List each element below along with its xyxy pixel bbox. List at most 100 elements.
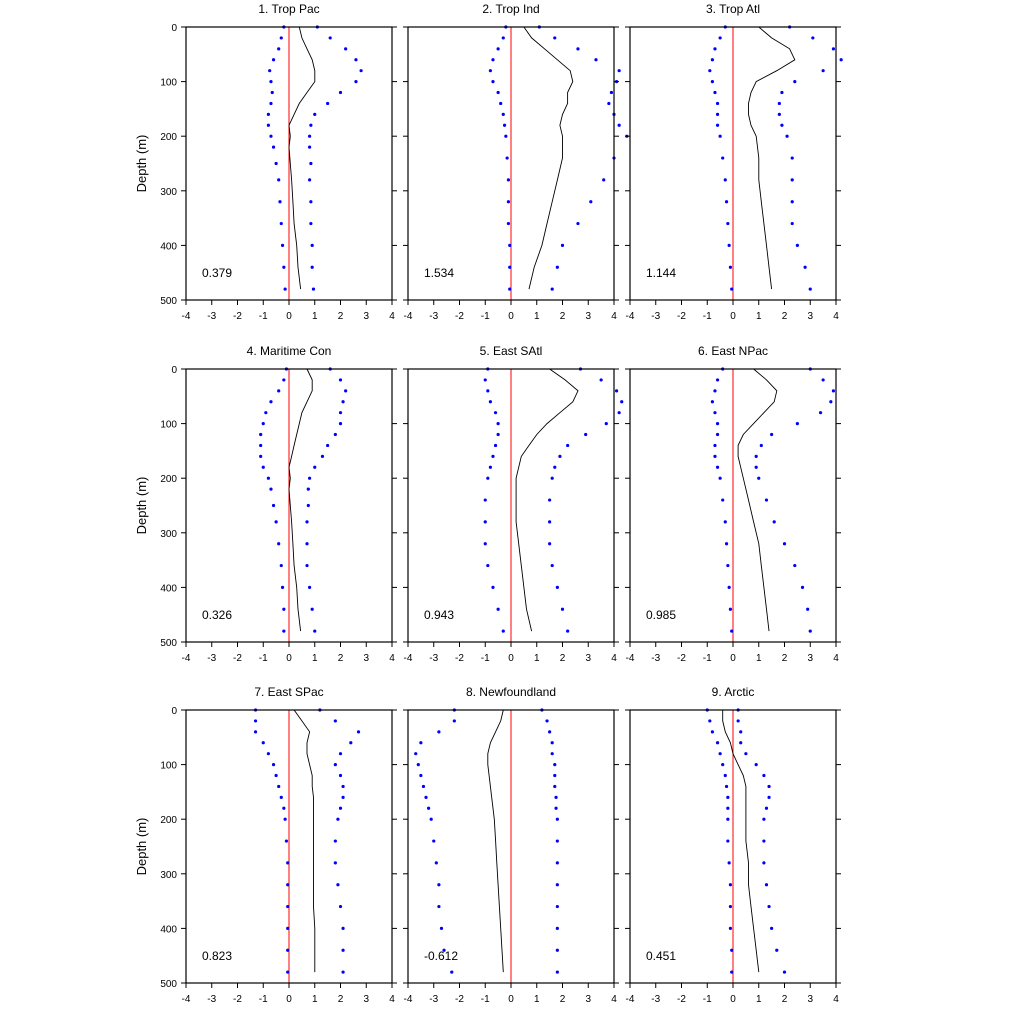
upper-bound-point [553,465,557,469]
x-tick-label: 3 [807,994,813,1005]
upper-bound-point [344,47,348,51]
x-tick-label: -3 [207,994,216,1005]
upper-bound-point [333,861,337,865]
x-tick-label: -1 [259,994,268,1005]
x-tick-label: -2 [455,653,464,664]
y-tick-label: 200 [160,132,177,143]
x-tick-label: -3 [207,653,216,664]
lower-bound-point [715,101,720,106]
upper-bound-point [338,378,343,382]
upper-bound-point [775,948,779,952]
x-tick-label: 4 [611,653,617,664]
upper-bound-point [777,101,781,106]
lower-bound-point [259,454,263,458]
lower-bound-point [506,200,511,204]
panel-2: 2. Trop Ind -4 -3 -2 -1 0 1 2 3 4 1.534 [403,2,629,322]
upper-bound-point [772,520,776,524]
x-tick-label: 2 [782,311,788,322]
upper-bound-point [782,970,787,974]
upper-bound-point [739,741,743,745]
lower-bound-point [483,498,487,502]
upper-bound-point [310,607,314,611]
lower-bound-point [280,585,285,590]
x-tick-label: 1 [312,994,318,1005]
x-tick-label: -3 [651,653,660,664]
lower-bound-point [283,287,287,291]
upper-bound-point [336,817,340,821]
lower-bound-point [715,123,720,127]
x-tick-label: -2 [455,311,464,322]
lower-bound-point [496,90,500,95]
upper-bound-point [800,585,805,590]
lower-bound-point [483,378,487,382]
upper-bound-point [555,926,559,931]
upper-bound-point [548,730,552,734]
lower-bound-point [715,465,720,469]
lower-bound-point [419,773,423,778]
lower-bound-point [726,817,730,821]
lower-bound-point [268,69,272,73]
lower-bound-point [493,443,498,448]
lower-bound-point [713,47,717,51]
x-tick-label: -1 [259,653,268,664]
lower-bound-point [491,58,495,62]
upper-bound-point [550,287,554,291]
x-tick-label: -4 [182,994,191,1005]
lower-bound-point [723,520,727,524]
lower-bound-point [488,400,492,404]
lower-bound-point [491,80,495,84]
upper-bound-point [806,607,810,611]
panel-value-label: 1.534 [424,266,454,280]
upper-bound-point [341,926,345,931]
upper-bound-point [604,422,608,426]
mean-profile-line [293,709,316,973]
mean-profile-line [288,26,316,290]
lower-bound-point [277,389,281,393]
upper-bound-point [545,719,549,723]
x-tick-label: 2 [782,653,788,664]
upper-bound-point [808,287,812,291]
lower-bound-point [437,883,441,887]
upper-bound-point [338,904,343,909]
x-tick-label: -4 [182,653,191,664]
lower-bound-point [708,719,712,723]
upper-bound-point [762,839,766,843]
lower-bound-point [253,719,258,723]
lower-bound-point [286,904,290,909]
lower-bound-point [279,221,283,226]
x-tick-label: 0 [286,311,292,322]
upper-bound-point [762,817,766,821]
upper-bound-point [777,112,781,116]
x-tick-label: -2 [455,994,464,1005]
lower-bound-point [724,200,729,204]
x-tick-label: 3 [363,653,369,664]
lower-bound-point [279,36,283,40]
x-tick-label: 4 [833,653,839,664]
mean-profile-line [523,26,574,290]
upper-bound-point [576,47,580,51]
y-tick-label: 200 [160,815,177,826]
upper-bound-point [555,861,559,865]
upper-bound-point [341,948,345,952]
lower-bound-point [721,156,725,160]
panel-6: 6. East NPac -4 -3 -2 -1 0 1 2 3 4 0.985 [625,344,841,664]
x-tick-label: -3 [651,311,660,322]
lower-bound-point [713,389,717,393]
lower-bound-point [271,145,276,149]
upper-bound-point [313,112,317,116]
y-tick-label: 400 [160,583,177,594]
lower-bound-point [282,607,286,611]
panel-value-label: 0.823 [202,949,232,963]
upper-bound-point [336,883,340,887]
upper-bound-point [566,443,570,448]
upper-bound-point [617,69,621,73]
panel-4: 4. Maritime Con -4 -3 -2 -1 0 1 2 3 4 0 100 200 300 40… [134,344,397,664]
upper-bound-point [555,585,559,590]
lower-bound-point [282,378,286,382]
upper-bound-point [308,178,312,182]
mean-profile-line [722,710,760,973]
x-tick-label: 1 [534,994,540,1005]
lower-bound-point [486,389,490,393]
upper-bound-point [602,178,606,182]
lower-bound-point [501,36,505,40]
